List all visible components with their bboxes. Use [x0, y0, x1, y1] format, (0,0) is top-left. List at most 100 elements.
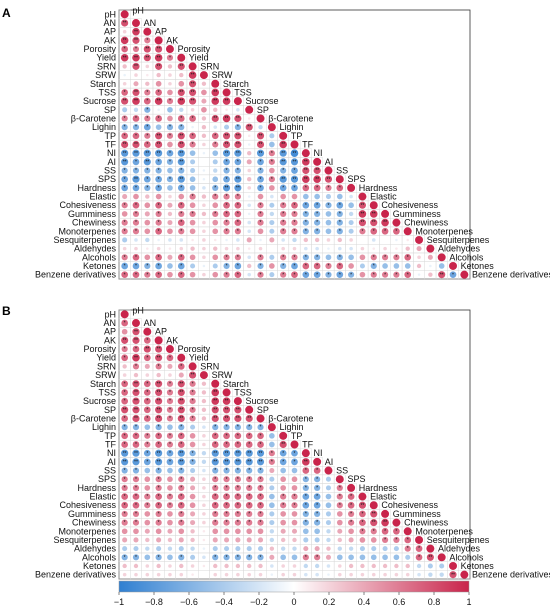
diag-label-starch: Starch	[223, 79, 249, 89]
corr-circle-lighin-lighin	[267, 423, 276, 432]
corr-circle-ai-tf	[291, 458, 298, 466]
corr-circle-ketones-an	[133, 563, 139, 569]
corr-circle-hardness-srw	[202, 186, 206, 190]
row-label-srn: SRN	[97, 61, 116, 71]
corr-circle-chewiness-tss	[223, 219, 230, 226]
significance-mark: *	[226, 177, 228, 183]
corr-circle-ai-an	[132, 158, 140, 166]
corr-circle-carotene-sucrose	[234, 114, 242, 123]
corr-circle-sps-sps	[335, 475, 344, 484]
diag-label-sucrose: Sucrose	[246, 96, 279, 106]
corr-circle-sps-srn	[189, 176, 196, 183]
corr-circle-ss-lighin	[269, 468, 275, 474]
corr-circle-ss-ai	[313, 166, 321, 175]
significance-mark: *	[237, 520, 239, 526]
significance-mark: *	[180, 468, 182, 474]
significance-mark: **	[304, 159, 308, 165]
corr-circle-tss-starch	[211, 388, 220, 397]
diag-label-tss: TSS	[234, 387, 252, 397]
significance-mark: *	[305, 477, 307, 483]
significance-mark: *	[339, 485, 341, 491]
corr-circle-gumminess-tss	[223, 210, 230, 218]
significance-mark: *	[407, 255, 409, 261]
significance-mark: **	[225, 416, 229, 422]
corr-circle-sesquiterpenes-tp	[281, 238, 285, 242]
corr-circle-benzene-derivatives-monoterpenes	[405, 572, 410, 577]
significance-mark: *	[316, 485, 318, 491]
corr-circle-srn-yield	[177, 363, 185, 370]
corr-circle-benzene-derivatives-yield	[179, 572, 184, 577]
significance-mark: *	[135, 520, 137, 526]
row-label-ap: AP	[104, 327, 116, 337]
corr-circle-ap-ph	[122, 29, 127, 34]
corr-circle-hardness-srn	[190, 485, 196, 491]
corr-circle-sp-porosity	[166, 406, 174, 413]
corr-circle-chewiness-sp	[247, 220, 251, 225]
corr-circle-an-ph	[121, 19, 129, 27]
corr-circle-tss-starch	[211, 88, 220, 97]
corr-circle-tp-starch	[211, 132, 219, 140]
corr-circle-benzene-derivatives-ketones	[449, 571, 457, 579]
corr-circle-srn-yield	[177, 62, 185, 70]
corr-circle-carotene-an	[132, 115, 140, 122]
corr-circle-benzene-derivatives-elastic	[359, 271, 366, 278]
significance-mark: **	[247, 451, 251, 457]
corr-circle-ss-sp	[246, 467, 253, 474]
corr-circle-cohesiveness-ni	[302, 501, 310, 509]
corr-circle-ss-lighin	[269, 167, 275, 174]
corr-circle-lighin-tss	[224, 124, 230, 130]
significance-mark: *	[124, 47, 126, 53]
corr-circle-ai-tf	[290, 158, 299, 166]
diag-label-tf: TF	[302, 140, 313, 150]
corr-circle-elastic-tf	[291, 193, 298, 200]
corr-circle-benzene-derivatives-sps	[336, 271, 344, 279]
corr-circle-sucrose-yield	[177, 397, 185, 405]
corr-circle-yield-yield	[177, 53, 186, 62]
corr-circle-tp-carotene	[256, 132, 265, 140]
panel-a: A ****** ** ** * ** **** ** ** ** *** ** ******* ** *…	[2, 5, 550, 279]
significance-mark: **	[123, 99, 127, 105]
corr-circle-tss-srn	[189, 389, 196, 396]
corr-circle-cohesiveness-srw	[202, 203, 206, 208]
corr-circle-tf-sucrose	[234, 140, 242, 149]
corr-circle-sp-porosity	[167, 106, 173, 113]
corr-circle-ketones-ni	[303, 563, 309, 569]
significance-mark: **	[179, 407, 183, 413]
significance-mark: *	[294, 212, 296, 218]
row-label-sps: SPS	[98, 474, 116, 484]
significance-mark: **	[428, 555, 432, 561]
corr-circle-benzene-derivatives-sp	[247, 572, 251, 577]
significance-mark: *	[124, 116, 126, 122]
corr-circle-sucrose-ak	[154, 97, 163, 105]
significance-mark: **	[191, 99, 195, 105]
diag-label-srw: SRW	[212, 370, 233, 380]
corr-circle-elastic-ph	[121, 493, 129, 500]
corr-circle-sps-ak	[155, 476, 162, 483]
corr-circle-lighin-lighin	[267, 123, 276, 132]
corr-circle-sucrose-srn	[189, 398, 196, 405]
corr-circle-cohesiveness-elastic	[358, 201, 367, 209]
corr-circle-gumminess-ni	[302, 210, 309, 218]
significance-mark: *	[316, 468, 318, 474]
corr-circle-ketones-carotene	[258, 563, 263, 569]
corr-circle-aldehydes-sp	[246, 546, 252, 552]
corr-circle-monoterpenes-tss	[223, 228, 230, 235]
corr-circle-tss-ak	[155, 89, 162, 96]
corr-circle-ap-ap	[143, 27, 152, 36]
corr-circle-sesquiterpenes-ph	[122, 237, 128, 243]
colorbar-tick-label: 0.6	[393, 597, 406, 607]
corr-circle-aldehydes-hardness	[348, 546, 354, 551]
corr-circle-ketones-starch	[212, 263, 218, 269]
corr-circle-sp-an	[132, 406, 140, 414]
corr-circle-sucrose-sucrose	[233, 397, 242, 406]
corr-circle-tp-starch	[211, 432, 219, 440]
row-label-porosity: Porosity	[83, 344, 116, 354]
corr-circle-ketones-sps	[336, 262, 344, 270]
significance-mark: **	[315, 177, 319, 183]
significance-mark: *	[237, 168, 239, 174]
corr-circle-sp-sucrose	[234, 406, 242, 414]
corr-circle-sps-tf	[291, 476, 298, 483]
corr-circle-ss-an	[132, 167, 140, 174]
significance-mark: *	[226, 442, 228, 448]
corr-circle-sesquiterpenes-ph	[122, 537, 128, 543]
